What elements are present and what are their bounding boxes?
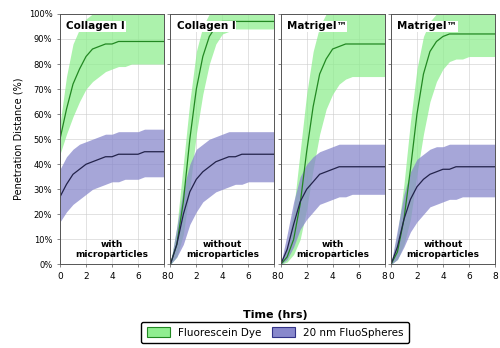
Text: Collagen I: Collagen I (66, 22, 125, 31)
Text: Collagen I: Collagen I (176, 22, 236, 31)
Text: with
microparticles: with microparticles (76, 240, 148, 260)
Text: with
microparticles: with microparticles (296, 240, 369, 260)
Text: Matrigel™: Matrigel™ (397, 22, 457, 31)
Text: Time (hrs): Time (hrs) (242, 310, 308, 320)
Text: without
microparticles: without microparticles (406, 240, 480, 260)
Y-axis label: Penetration Distance (%): Penetration Distance (%) (13, 78, 23, 200)
Legend: Fluorescein Dye, 20 nm FluoSpheres: Fluorescein Dye, 20 nm FluoSpheres (142, 322, 408, 343)
Text: without
microparticles: without microparticles (186, 240, 259, 260)
Text: Matrigel™: Matrigel™ (287, 22, 346, 31)
